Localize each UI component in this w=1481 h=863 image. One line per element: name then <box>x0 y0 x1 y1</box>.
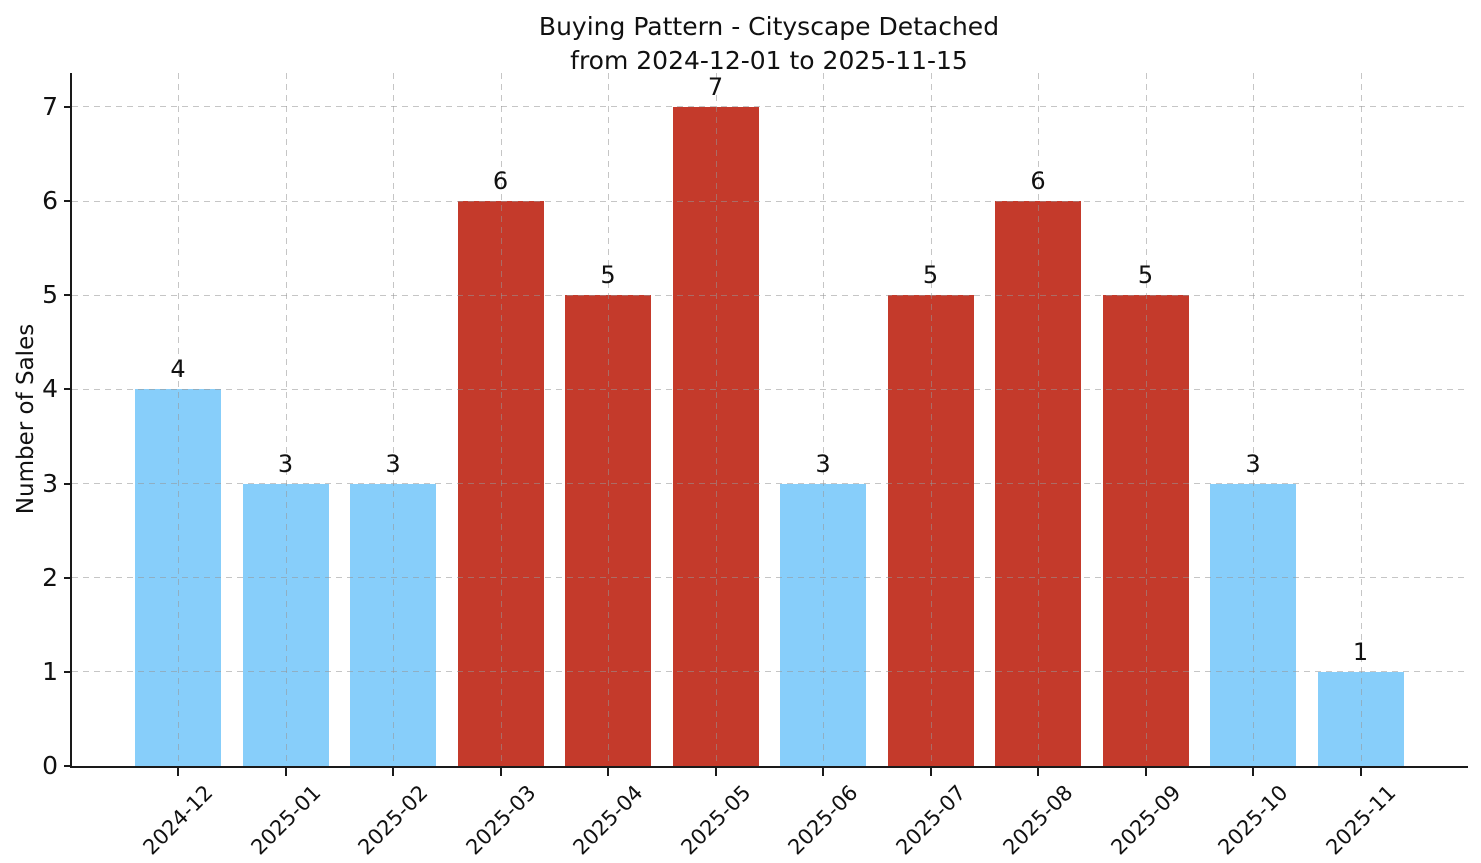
bar-2025-03 <box>457 201 544 766</box>
x-tick-mark <box>499 768 502 776</box>
x-tick-label: 2025-09 <box>1105 780 1186 860</box>
gridline-horizontal <box>72 200 1466 202</box>
x-tick-label: 2025-01 <box>245 780 326 860</box>
bar-2025-04 <box>565 295 651 766</box>
bar-value-label: 6 <box>492 167 509 196</box>
y-tick-label: 5 <box>42 280 58 310</box>
y-tick-mark <box>64 765 72 767</box>
bar-value-label: 3 <box>1245 449 1261 478</box>
x-tick-label: 2025-06 <box>783 780 863 860</box>
x-tick-mark <box>1037 768 1039 776</box>
y-tick-label: 4 <box>42 374 58 404</box>
y-tick-label: 3 <box>42 468 58 498</box>
bar-value-label: 3 <box>277 449 294 478</box>
chart-title: Buying Pattern - Cityscape Detached from… <box>539 10 999 78</box>
y-tick-mark <box>64 388 72 391</box>
x-tick-mark <box>177 768 179 776</box>
y-tick-mark <box>64 105 72 108</box>
bar-2025-08 <box>995 201 1081 766</box>
bar-value-label: 5 <box>1137 261 1154 290</box>
x-tick-mark <box>607 768 609 776</box>
gridline-horizontal <box>72 388 1466 390</box>
x-tick-label: 2025-03 <box>460 780 541 860</box>
bar-2025-06 <box>780 483 866 766</box>
bar-2025-05 <box>672 106 759 766</box>
x-tick-label: 2025-11 <box>1320 780 1401 860</box>
gridline-horizontal <box>72 294 1466 296</box>
bar-value-label: 1 <box>1352 637 1369 666</box>
chart-title-line2: from 2024-12-01 to 2025-11-15 <box>570 45 968 75</box>
bar-value-label: 7 <box>707 72 724 101</box>
y-tick-mark <box>64 482 72 485</box>
y-tick-label: 2 <box>42 562 58 592</box>
bar-2025-02 <box>350 483 436 766</box>
y-tick-label: 7 <box>42 91 58 121</box>
bar-value-label: 6 <box>1030 167 1046 196</box>
plot-area: 4 3 3 6 5 7 3 5 6 5 3 1 <box>72 73 1466 766</box>
y-tick-mark <box>64 200 72 203</box>
y-tick-label: 0 <box>42 751 58 780</box>
x-tick-label: 2025-10 <box>1213 780 1293 860</box>
bar-2024-12 <box>135 389 221 766</box>
x-tick-label: 2024-12 <box>138 780 218 860</box>
bar-value-label: 4 <box>170 355 186 384</box>
x-axis-spine <box>70 766 1468 768</box>
y-tick-mark <box>64 576 72 579</box>
x-tick-label: 2025-08 <box>998 780 1078 860</box>
y-tick-label: 1 <box>42 656 58 686</box>
x-tick-label: 2025-05 <box>675 780 756 860</box>
x-tick-mark <box>284 768 287 776</box>
x-tick-mark <box>822 768 824 776</box>
bar-value-label: 5 <box>600 261 616 290</box>
x-tick-label: 2025-04 <box>568 780 648 860</box>
bar-2025-10 <box>1210 483 1296 766</box>
x-tick-mark <box>1359 768 1362 776</box>
bar-value-label: 3 <box>385 449 401 478</box>
y-tick-label: 6 <box>42 186 58 216</box>
x-tick-mark <box>392 768 394 776</box>
bar-2025-07 <box>887 295 974 766</box>
x-tick-mark <box>929 768 932 776</box>
x-tick-label: 2025-02 <box>353 780 433 860</box>
bar-value-label: 5 <box>922 261 939 290</box>
gridline-horizontal <box>72 106 1466 108</box>
y-axis-spine <box>70 73 72 768</box>
bar-2025-11 <box>1317 671 1404 766</box>
bar-value-label: 3 <box>815 449 831 478</box>
x-tick-mark <box>714 768 717 776</box>
y-tick-mark <box>64 670 72 673</box>
bar-2025-09 <box>1102 295 1189 766</box>
chart-title-line1: Buying Pattern - Cityscape Detached <box>538 12 1000 41</box>
x-tick-mark <box>1144 768 1147 776</box>
x-tick-mark <box>1252 768 1254 776</box>
x-tick-label: 2025-07 <box>890 780 971 860</box>
y-tick-mark <box>64 294 72 297</box>
bar-2025-01 <box>242 483 329 766</box>
